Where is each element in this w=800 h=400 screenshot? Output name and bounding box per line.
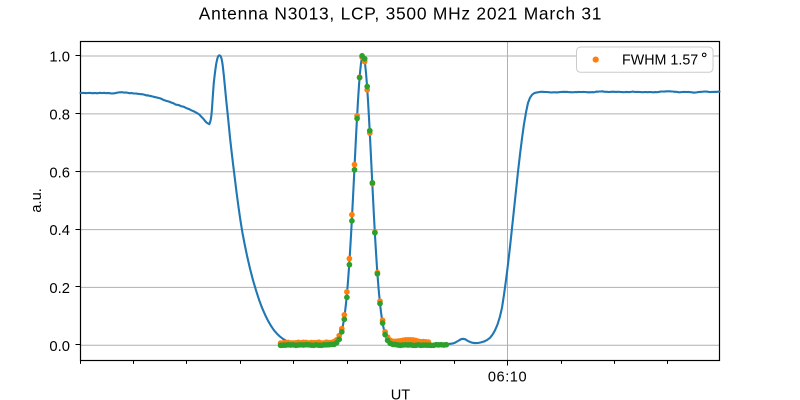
svg-text:a.u.: a.u.	[29, 188, 45, 212]
svg-text:0.8: 0.8	[49, 108, 70, 124]
svg-text:0.6: 0.6	[49, 165, 70, 181]
svg-text:06:10: 06:10	[488, 369, 527, 385]
svg-text:UT: UT	[391, 388, 411, 400]
svg-text:1.0: 1.0	[49, 50, 70, 66]
svg-text:0.0: 0.0	[49, 339, 70, 355]
svg-text:FWHM 1.57: FWHM 1.57	[622, 52, 698, 68]
svg-text:0.4: 0.4	[49, 223, 70, 239]
svg-text:0.2: 0.2	[49, 281, 70, 297]
svg-text:Antenna N3013, LCP, 3500 MHz 2: Antenna N3013, LCP, 3500 MHz 2021 March …	[199, 4, 602, 24]
